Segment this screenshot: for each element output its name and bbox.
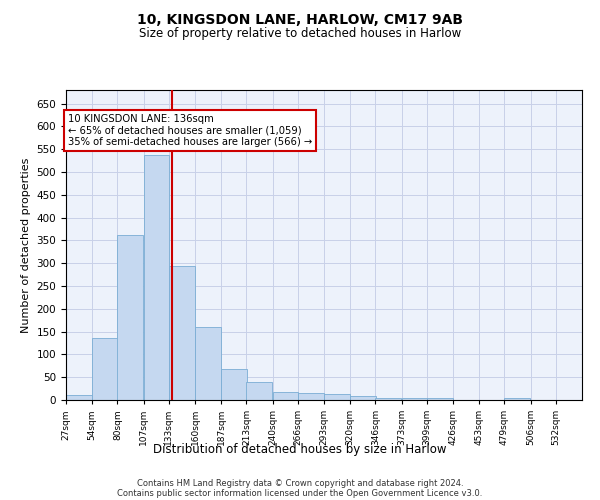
Bar bbox=[247, 382, 272, 400]
Bar bbox=[66, 395, 92, 400]
Bar bbox=[195, 327, 221, 400]
Bar bbox=[376, 398, 401, 400]
Bar bbox=[401, 398, 427, 400]
Bar bbox=[169, 266, 195, 400]
Text: Contains HM Land Registry data © Crown copyright and database right 2024.: Contains HM Land Registry data © Crown c… bbox=[137, 478, 463, 488]
Bar bbox=[92, 338, 118, 400]
Text: 10 KINGSDON LANE: 136sqm
← 65% of detached houses are smaller (1,059)
35% of sem: 10 KINGSDON LANE: 136sqm ← 65% of detach… bbox=[68, 114, 312, 147]
Bar bbox=[350, 396, 376, 400]
Bar bbox=[143, 155, 169, 400]
Text: 10, KINGSDON LANE, HARLOW, CM17 9AB: 10, KINGSDON LANE, HARLOW, CM17 9AB bbox=[137, 12, 463, 26]
Bar bbox=[324, 394, 350, 400]
Bar bbox=[298, 393, 324, 400]
Text: Distribution of detached houses by size in Harlow: Distribution of detached houses by size … bbox=[153, 442, 447, 456]
Bar bbox=[427, 398, 453, 400]
Bar bbox=[505, 398, 530, 400]
Y-axis label: Number of detached properties: Number of detached properties bbox=[21, 158, 31, 332]
Bar bbox=[221, 370, 247, 400]
Text: Contains public sector information licensed under the Open Government Licence v3: Contains public sector information licen… bbox=[118, 488, 482, 498]
Bar bbox=[272, 392, 298, 400]
Text: Size of property relative to detached houses in Harlow: Size of property relative to detached ho… bbox=[139, 28, 461, 40]
Bar bbox=[118, 234, 143, 400]
